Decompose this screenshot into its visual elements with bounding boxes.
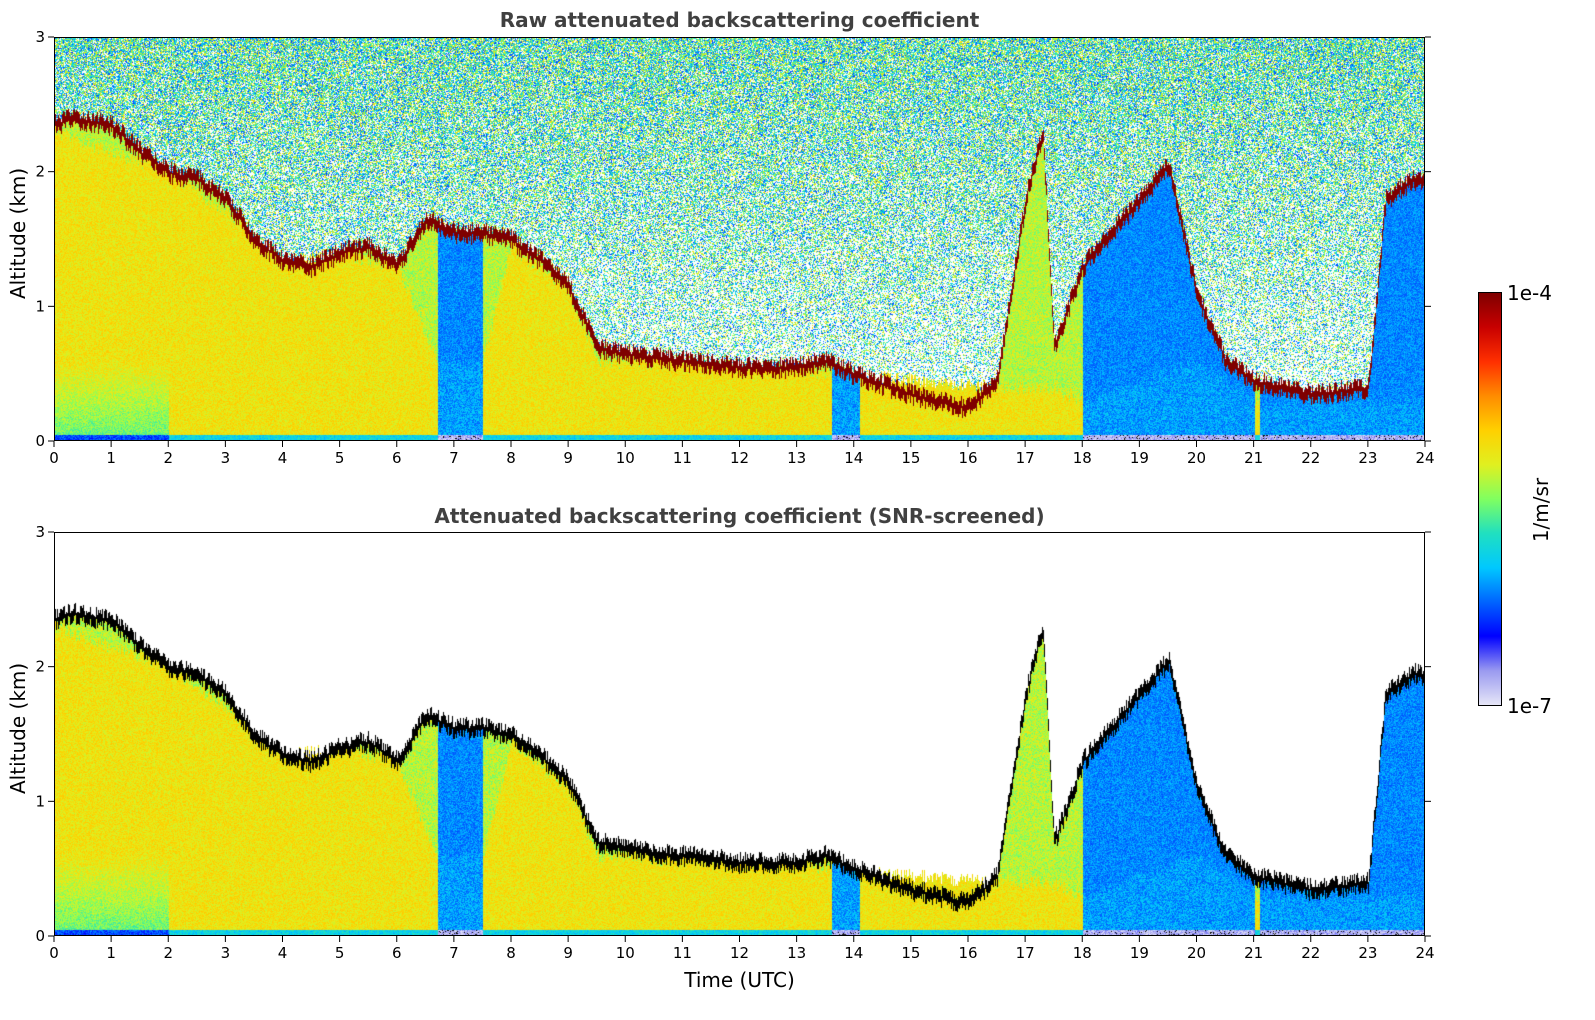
x-tick-label: 16 bbox=[958, 944, 977, 962]
y-tick-label: 0 bbox=[35, 927, 45, 945]
bottom-heatmap-plot bbox=[54, 532, 1425, 936]
x-tick-label: 9 bbox=[563, 944, 573, 962]
x-tick-label: 20 bbox=[1187, 944, 1206, 962]
bottom-y-axis-label: Altitude (km) bbox=[6, 662, 30, 794]
x-tick-label: 0 bbox=[49, 449, 59, 467]
x-tick-label: 13 bbox=[787, 449, 806, 467]
colorbar-min-label: 1e-7 bbox=[1507, 694, 1552, 718]
x-tick-label: 5 bbox=[335, 944, 345, 962]
x-tick-label: 15 bbox=[901, 944, 920, 962]
bottom-heatmap-canvas bbox=[55, 533, 1424, 935]
top-heatmap-plot bbox=[54, 37, 1425, 441]
x-tick-label: 19 bbox=[1130, 944, 1149, 962]
x-tick-label: 7 bbox=[449, 944, 459, 962]
x-tick-label: 2 bbox=[163, 449, 173, 467]
y-tick-label: 3 bbox=[35, 523, 45, 541]
x-tick-label: 24 bbox=[1415, 944, 1434, 962]
x-tick-label: 14 bbox=[844, 944, 863, 962]
x-tick-label: 5 bbox=[335, 449, 345, 467]
x-tick-label: 10 bbox=[616, 944, 635, 962]
x-tick-label: 24 bbox=[1415, 449, 1434, 467]
x-tick-label: 4 bbox=[278, 449, 288, 467]
x-tick-label: 15 bbox=[901, 449, 920, 467]
x-tick-label: 3 bbox=[221, 944, 231, 962]
y-tick-label: 1 bbox=[35, 297, 45, 315]
y-tick-label: 0 bbox=[35, 432, 45, 450]
x-tick-label: 1 bbox=[106, 944, 116, 962]
bottom-panel-title: Attenuated backscattering coefficient (S… bbox=[434, 504, 1045, 528]
x-tick-label: 22 bbox=[1301, 449, 1320, 467]
x-tick-label: 21 bbox=[1244, 944, 1263, 962]
x-tick-label: 20 bbox=[1187, 449, 1206, 467]
y-tick-label: 1 bbox=[35, 792, 45, 810]
x-tick-label: 8 bbox=[506, 449, 516, 467]
colorbar-max-label: 1e-4 bbox=[1507, 281, 1552, 305]
x-tick-label: 13 bbox=[787, 944, 806, 962]
x-tick-label: 23 bbox=[1358, 449, 1377, 467]
x-tick-label: 21 bbox=[1244, 449, 1263, 467]
x-tick-label: 3 bbox=[221, 449, 231, 467]
x-tick-label: 12 bbox=[730, 449, 749, 467]
x-tick-label: 6 bbox=[392, 944, 402, 962]
x-tick-label: 17 bbox=[1016, 944, 1035, 962]
x-tick-label: 0 bbox=[49, 944, 59, 962]
x-tick-label: 16 bbox=[958, 449, 977, 467]
x-tick-label: 11 bbox=[673, 944, 692, 962]
y-tick-label: 3 bbox=[35, 28, 45, 46]
x-tick-label: 18 bbox=[1073, 449, 1092, 467]
colorbar-label: 1/m/sr bbox=[1529, 477, 1553, 543]
x-tick-label: 14 bbox=[844, 449, 863, 467]
top-heatmap-canvas bbox=[55, 38, 1424, 440]
x-tick-label: 19 bbox=[1130, 449, 1149, 467]
x-tick-label: 9 bbox=[563, 449, 573, 467]
x-tick-label: 4 bbox=[278, 944, 288, 962]
x-tick-label: 1 bbox=[106, 449, 116, 467]
x-tick-label: 2 bbox=[163, 944, 173, 962]
y-tick-label: 2 bbox=[35, 658, 45, 676]
x-tick-label: 23 bbox=[1358, 944, 1377, 962]
x-tick-label: 17 bbox=[1016, 449, 1035, 467]
x-tick-label: 6 bbox=[392, 449, 402, 467]
x-tick-label: 22 bbox=[1301, 944, 1320, 962]
x-tick-label: 8 bbox=[506, 944, 516, 962]
x-tick-label: 10 bbox=[616, 449, 635, 467]
x-tick-label: 12 bbox=[730, 944, 749, 962]
top-panel-title: Raw attenuated backscattering coefficien… bbox=[499, 8, 980, 32]
x-tick-label: 18 bbox=[1073, 944, 1092, 962]
colorbar bbox=[1478, 292, 1502, 706]
y-tick-label: 2 bbox=[35, 163, 45, 181]
x-axis-label: Time (UTC) bbox=[684, 968, 795, 992]
x-tick-label: 7 bbox=[449, 449, 459, 467]
x-tick-label: 11 bbox=[673, 449, 692, 467]
